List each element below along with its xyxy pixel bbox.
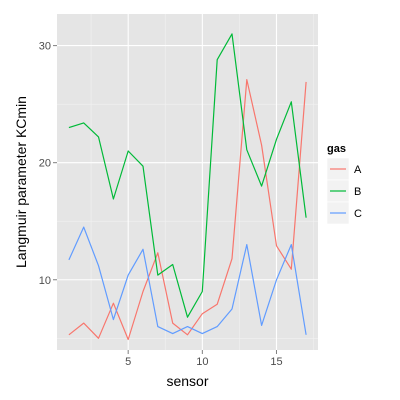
y-tick-label: 30	[39, 41, 51, 53]
x-axis-ticks: 5 10 15	[125, 350, 283, 368]
x-axis-title: sensor	[166, 373, 208, 389]
y-axis-title: Langmuir parameter KCmin	[13, 96, 29, 268]
x-tick-label: 15	[270, 356, 282, 368]
y-tick-label: 10	[39, 275, 51, 287]
y-tick-label: 20	[39, 158, 51, 170]
legend: gas ABC	[326, 143, 362, 225]
series-line-b	[68, 33, 307, 318]
legend-label-a: A	[354, 164, 362, 176]
major-gridlines	[57, 14, 318, 350]
x-tick-label: 10	[196, 356, 208, 368]
series-line-c	[68, 226, 307, 335]
legend-label-b: B	[354, 186, 361, 198]
y-axis-ticks: 10 20 30	[39, 41, 57, 287]
legend-title: gas	[327, 143, 346, 155]
series-lines	[68, 33, 307, 341]
minor-gridlines	[57, 14, 318, 350]
series-line-a	[68, 78, 307, 341]
plot-panel	[57, 14, 318, 350]
x-tick-label: 5	[125, 356, 131, 368]
legend-label-c: C	[354, 208, 362, 220]
